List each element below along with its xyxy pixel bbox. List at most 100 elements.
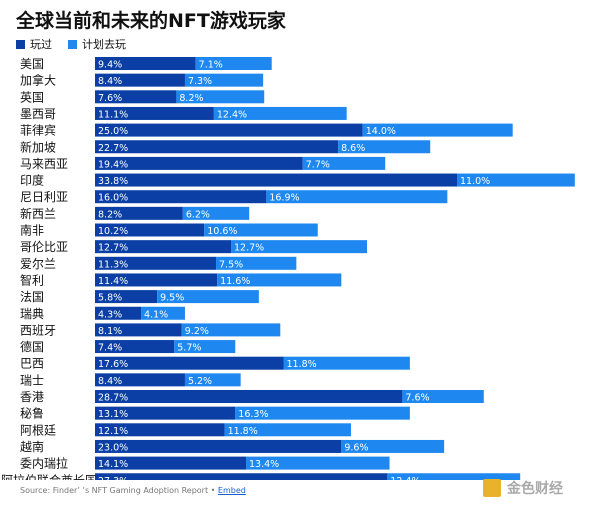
- watermark-logo: 金色财经: [483, 478, 563, 498]
- logo-icon: [483, 479, 501, 497]
- bar-played: [95, 323, 182, 337]
- category-label: 瑞典: [20, 307, 44, 321]
- data-label: 11.8%: [228, 426, 258, 437]
- bar-played: [95, 306, 142, 320]
- bar-plan: [157, 290, 259, 304]
- data-label: 10.6%: [207, 226, 237, 237]
- data-label: 33.8%: [98, 176, 128, 187]
- category-label: 瑞士: [20, 373, 44, 387]
- data-label: 9.2%: [185, 326, 209, 337]
- category-label: 美国: [20, 57, 44, 71]
- data-label: 16.9%: [269, 193, 299, 204]
- data-label: 4.3%: [98, 309, 122, 320]
- data-label: 12.7%: [234, 243, 264, 254]
- data-label: 8.1%: [98, 326, 122, 337]
- bar-plan: [456, 173, 575, 187]
- category-label: 马来西亚: [20, 157, 68, 171]
- data-label: 7.1%: [199, 60, 223, 71]
- data-label: 14.1%: [98, 459, 128, 470]
- data-label: 8.2%: [179, 93, 203, 104]
- category-label: 新西兰: [20, 206, 56, 221]
- data-label: 12.4%: [390, 476, 420, 480]
- category-label: 新加坡: [20, 139, 56, 154]
- bar-plan: [217, 273, 342, 287]
- embed-link[interactable]: Embed: [217, 486, 246, 495]
- bar-plan: [235, 406, 410, 420]
- data-label: 11.3%: [98, 259, 128, 270]
- bar-played: [95, 390, 403, 403]
- bar-plan: [341, 439, 445, 453]
- bar-played: [95, 456, 247, 470]
- bar-played: [95, 256, 217, 270]
- data-label: 7.4%: [98, 343, 122, 354]
- data-label: 13.1%: [98, 409, 128, 420]
- data-label: 25.0%: [98, 126, 128, 137]
- bar-plan: [184, 73, 264, 87]
- data-label: 5.2%: [188, 376, 212, 387]
- bar-played: [95, 73, 185, 87]
- bar-plan: [181, 323, 281, 337]
- bar-played: [95, 356, 284, 370]
- data-label: 11.8%: [286, 359, 316, 370]
- bar-played: [95, 106, 214, 120]
- legend-item-plan: 计划去玩: [68, 36, 126, 52]
- bar-played: [95, 290, 158, 304]
- bar-played: [95, 373, 185, 387]
- data-label: 19.4%: [98, 159, 128, 170]
- category-label: 哥伦比亚: [20, 239, 68, 254]
- data-label: 7.7%: [306, 159, 330, 170]
- data-label: 7.6%: [405, 393, 429, 404]
- category-label: 英国: [20, 90, 44, 104]
- category-label: 越南: [20, 439, 44, 454]
- source-text: Source: Finder’ ’s NFT Gaming Adoption R…: [20, 486, 218, 495]
- category-label: 阿根廷: [20, 423, 56, 437]
- category-label: 委内瑞拉: [20, 456, 68, 471]
- data-label: 28.7%: [98, 393, 128, 404]
- bar-played: [95, 156, 303, 170]
- source-note: Source: Finder’ ’s NFT Gaming Adoption R…: [20, 486, 246, 495]
- legend-item-played: 玩过: [16, 36, 52, 52]
- bar-plan: [176, 90, 265, 104]
- legend-swatch: [16, 39, 25, 49]
- category-label: 尼日利亚: [20, 190, 68, 204]
- chart-title: 全球当前和未来的NFT游戏玩家: [16, 10, 286, 32]
- data-label: 14.0%: [366, 126, 396, 137]
- legend-swatch: [68, 39, 77, 49]
- category-label: 南非: [20, 223, 44, 238]
- bar-played: [95, 206, 183, 220]
- bar-plan: [302, 156, 386, 170]
- category-label: 菲律宾: [20, 123, 56, 138]
- data-label: 5.7%: [177, 343, 201, 354]
- bar-plan: [362, 123, 513, 137]
- data-label: 11.4%: [98, 276, 128, 287]
- bar-played: [95, 473, 388, 480]
- data-label: 12.7%: [98, 243, 128, 254]
- data-label: 8.2%: [98, 209, 122, 220]
- data-label: 11.0%: [460, 176, 490, 187]
- data-label: 9.4%: [98, 60, 122, 71]
- data-label: 8.4%: [98, 376, 122, 387]
- category-label: 加拿大: [20, 73, 56, 88]
- data-label: 16.0%: [98, 193, 128, 204]
- bar-plan: [387, 473, 521, 480]
- bar-played: [95, 273, 218, 287]
- category-label: 巴西: [20, 357, 44, 371]
- data-label: 5.8%: [98, 293, 122, 304]
- data-label: 12.1%: [98, 426, 128, 437]
- category-label: 印度: [20, 173, 44, 188]
- category-label: 秘鲁: [20, 407, 44, 421]
- data-label: 6.2%: [186, 209, 210, 220]
- category-label: 香港: [20, 390, 44, 404]
- bar-played: [95, 406, 236, 420]
- data-label: 16.3%: [238, 409, 268, 420]
- bar-plan: [216, 256, 297, 270]
- data-label: 9.5%: [160, 293, 184, 304]
- bar-played: [95, 190, 267, 204]
- category-label: 法国: [20, 290, 44, 304]
- bar-played: [95, 423, 225, 437]
- bar-plan: [174, 340, 236, 354]
- bar-played: [95, 123, 363, 137]
- data-label: 9.6%: [344, 442, 368, 453]
- watermark-text: 金色财经: [507, 481, 563, 497]
- bar-played: [95, 340, 175, 354]
